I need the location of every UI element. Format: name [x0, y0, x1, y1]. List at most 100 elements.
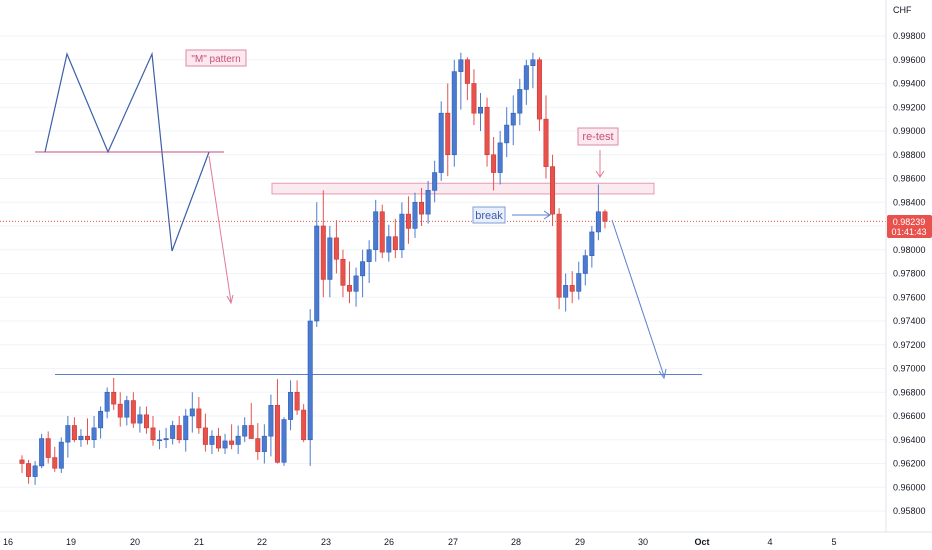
candle-body: [556, 213, 562, 298]
candle: [202, 413, 208, 452]
candle-body: [425, 190, 431, 215]
y-tick-label: 0.98400: [893, 197, 926, 207]
candle: [536, 57, 542, 131]
x-tick-label: 26: [384, 537, 394, 547]
candle-body: [432, 172, 438, 191]
y-tick-label: 0.97800: [893, 269, 926, 279]
candle-body: [530, 59, 536, 66]
break-label[interactable]: break: [472, 206, 506, 224]
y-tick-label: 0.97400: [893, 316, 926, 326]
candle: [65, 416, 71, 458]
x-tick-label: 16: [3, 537, 13, 547]
candle-body: [595, 211, 601, 233]
candle: [248, 402, 254, 439]
candle-body: [576, 273, 582, 292]
candle-body: [176, 425, 182, 441]
candle: [39, 433, 45, 469]
candle: [268, 394, 274, 457]
y-tick-label: 0.99800: [893, 31, 926, 41]
candle: [360, 249, 366, 298]
candle-body: [333, 237, 339, 260]
retest-label[interactable]: re-test: [577, 127, 619, 146]
candle: [242, 417, 248, 443]
candle-body: [124, 400, 130, 418]
x-tick-label: 29: [575, 537, 585, 547]
candle: [477, 93, 483, 131]
candle: [491, 136, 497, 191]
y-tick-label: 0.98600: [893, 174, 926, 184]
candle-body: [543, 118, 549, 167]
projection-arrow: [611, 219, 665, 377]
y-tick-label: 0.97000: [893, 364, 926, 374]
candle-body: [353, 275, 359, 292]
retest-text: re-test: [582, 131, 613, 143]
candle: [589, 226, 595, 268]
candle: [346, 261, 352, 304]
candle: [353, 267, 359, 307]
candle: [386, 224, 392, 262]
candle-body: [569, 285, 575, 292]
candle: [530, 52, 536, 89]
last-price-value: 0.98239: [893, 217, 926, 227]
y-tick-label: 0.95800: [893, 506, 926, 516]
candle: [425, 180, 431, 224]
candle: [58, 437, 64, 473]
candle: [419, 188, 425, 226]
candle: [333, 220, 339, 274]
candle: [222, 433, 228, 454]
candle: [104, 387, 110, 419]
candle-body: [268, 405, 274, 437]
currency-label: CHF: [893, 5, 912, 15]
bar-countdown: 01:41:43: [891, 227, 926, 237]
last-price-badge: [887, 215, 932, 238]
candle: [229, 424, 235, 450]
candle-body: [209, 435, 215, 445]
candle-body: [379, 211, 385, 253]
price-axis[interactable]: 0.99800 0.99600 0.99400 0.99200 0.99000 0.988…: [893, 31, 926, 516]
candle-body: [484, 106, 490, 156]
candle: [320, 190, 326, 298]
candle: [117, 392, 123, 427]
candle: [517, 78, 523, 126]
candle: [379, 204, 385, 259]
candle-body: [451, 71, 457, 156]
time-axis[interactable]: 16 19 20 21 22 23 26 27 28 29 30 Oct 4 5: [3, 537, 837, 547]
candle-body: [563, 285, 569, 298]
retest-arrowhead: [595, 170, 605, 178]
candle-body: [392, 236, 398, 251]
candle-body: [550, 166, 556, 215]
candle-body: [52, 457, 58, 469]
candle: [130, 392, 136, 428]
candle-body: [78, 435, 84, 441]
m-pattern-text: "M" pattern: [191, 54, 240, 65]
candle-body: [183, 415, 189, 441]
m-pattern-drawing: [44, 51, 210, 252]
candle: [510, 95, 516, 146]
m-pattern-label[interactable]: "M" pattern: [185, 49, 247, 67]
candle-body: [464, 59, 470, 84]
candle: [85, 418, 91, 445]
candle: [602, 209, 608, 229]
x-tick-label: 5: [831, 537, 836, 547]
candle-body: [85, 435, 91, 441]
candle: [26, 459, 32, 484]
candle-body: [255, 438, 261, 452]
candle: [32, 461, 38, 485]
candle: [340, 249, 346, 298]
candle: [595, 184, 601, 241]
candle-body: [111, 391, 117, 405]
candle-body: [202, 427, 208, 445]
x-tick-label: 21: [194, 537, 204, 547]
candle: [196, 397, 202, 434]
candle-body: [222, 440, 228, 449]
candle: [176, 416, 182, 444]
candle: [327, 226, 333, 298]
candle-body: [405, 213, 411, 229]
candle: [78, 429, 84, 447]
y-tick-label: 0.99400: [893, 79, 926, 89]
candle-body: [504, 124, 510, 144]
candle-body: [39, 438, 45, 467]
candle-body: [163, 438, 169, 441]
candle-body: [445, 112, 451, 156]
